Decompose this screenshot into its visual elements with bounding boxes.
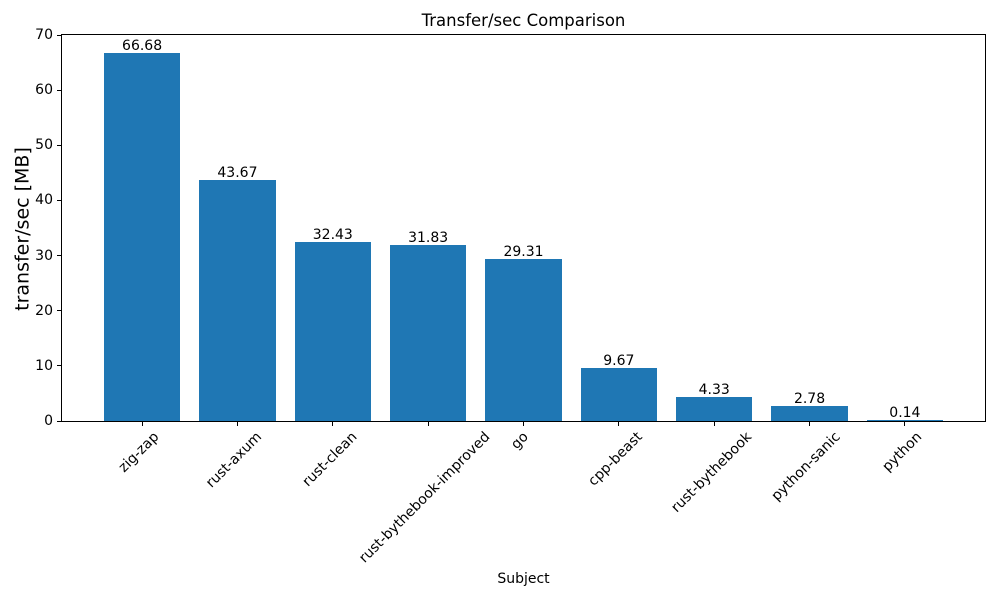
y-axis-tick	[57, 310, 62, 312]
x-axis-tick-label: python	[878, 429, 925, 475]
x-axis-tick-label: rust-bythebook	[667, 429, 755, 516]
bar	[676, 397, 753, 421]
y-axis-tick	[57, 255, 62, 257]
x-axis-tick-label: rust-bythebook-improved	[356, 429, 494, 567]
bar	[580, 367, 657, 421]
bar-value-label: 2.78	[793, 390, 826, 407]
x-axis-tick	[236, 421, 238, 426]
x-axis-tick	[618, 421, 620, 426]
bar-value-label: 9.67	[603, 352, 635, 369]
y-axis-label: transfer/sec [MB]	[11, 147, 34, 311]
bar	[390, 245, 467, 421]
bar-value-label: 31.83	[408, 230, 449, 247]
x-axis-tick	[332, 421, 334, 426]
bar-value-label: 43.67	[217, 165, 258, 182]
y-axis-tick	[57, 365, 62, 367]
x-axis-tick	[904, 421, 906, 426]
y-axis-tick-label: 30	[35, 247, 53, 264]
bar	[294, 242, 371, 421]
bar	[485, 259, 562, 421]
y-axis-tick-label: 50	[35, 137, 53, 154]
x-axis-tick	[713, 421, 715, 426]
chart-title: Transfer/sec Comparison	[421, 11, 626, 30]
y-axis-tick	[57, 199, 62, 201]
x-axis-tick	[809, 421, 811, 426]
bar-value-label: 0.14	[889, 405, 921, 421]
bar	[199, 180, 276, 421]
x-axis-tick-label: go	[508, 429, 533, 453]
y-axis-tick-label: 0	[44, 413, 53, 429]
bar-value-label: 32.43	[312, 227, 353, 244]
y-axis-tick	[57, 89, 62, 91]
y-axis-tick-label: 60	[35, 82, 53, 99]
y-axis-tick	[57, 144, 62, 146]
x-axis-tick-label: cpp-beast	[585, 429, 646, 490]
bar	[771, 405, 848, 421]
x-axis-tick	[523, 421, 524, 426]
y-axis-tick-label: 20	[35, 302, 53, 319]
y-axis-tick	[57, 420, 62, 422]
x-axis-label: Subject	[497, 571, 550, 587]
bar	[866, 420, 944, 421]
plot-area: 0 10 20 30 40 50 60 70 66.68 zig-zap 43.67 rust-axu…	[35, 28, 986, 566]
x-axis-tick-label: zig-zap	[115, 429, 163, 476]
bar-value-label: 29.31	[503, 244, 544, 261]
bar-value-label: 66.68	[122, 38, 163, 55]
y-axis-tick-label: 70	[35, 27, 53, 43]
y-axis-tick-label: 40	[35, 192, 53, 209]
x-axis-tick-label: rust-clean	[299, 429, 361, 490]
x-axis-tick-label: python-sanic	[768, 429, 845, 505]
x-axis-tick	[427, 421, 429, 426]
y-axis-tick-label: 10	[35, 357, 53, 374]
x-axis-tick-label: rust-axum	[203, 429, 266, 492]
x-axis-tick	[141, 421, 143, 426]
bar	[103, 53, 181, 421]
y-axis-tick	[57, 34, 62, 36]
bar-value-label: 4.33	[698, 382, 730, 399]
